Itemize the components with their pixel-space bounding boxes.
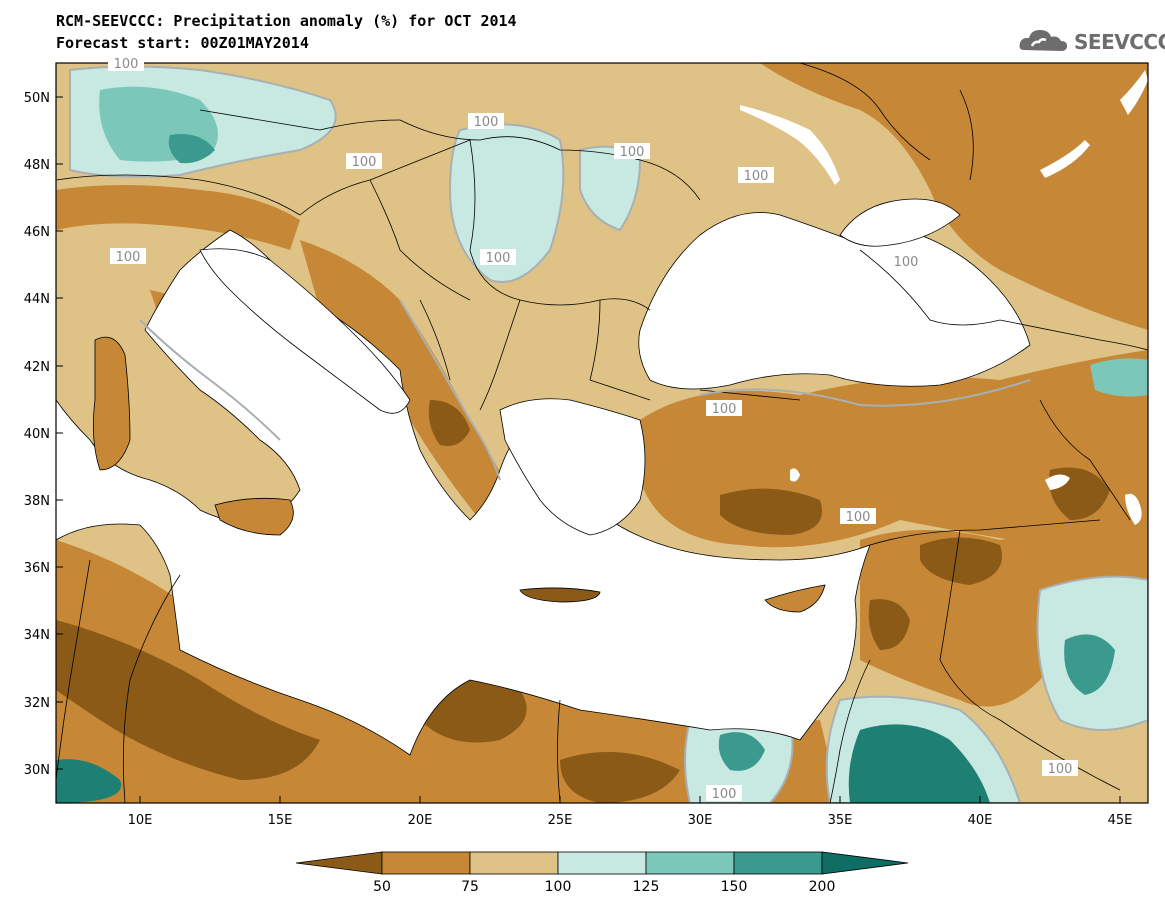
sicily: [214, 497, 294, 536]
lat-tick-label: 32N: [24, 696, 50, 711]
cloud-icon: [1019, 30, 1067, 51]
lat-tick-label: 44N: [24, 292, 50, 307]
contour-label: 100: [738, 167, 774, 184]
lat-tick-label: 42N: [24, 360, 50, 375]
adriatic-sea: [199, 248, 411, 414]
lat-tick-label: 48N: [24, 158, 50, 173]
svg-text:100: 100: [712, 787, 737, 802]
lat-tick-label: 50N: [24, 91, 50, 106]
contour-label: 100: [468, 113, 504, 130]
contour-label: 100: [706, 400, 742, 417]
wet-region-caucasus: [1090, 358, 1148, 397]
dry-region-east: [760, 63, 1148, 330]
colorbar-low-arrow: [295, 851, 383, 875]
very-wet-region-corner: [56, 759, 122, 803]
colorbar-segment: [381, 851, 471, 875]
very-wet-region-arabia: [848, 724, 990, 803]
lat-tick-label: 38N: [24, 494, 50, 509]
svg-text:100: 100: [744, 169, 769, 184]
colorbar-label: 100: [545, 879, 572, 895]
very-dry-syria-2: [868, 599, 910, 650]
contour-lines-100: [139, 299, 1031, 481]
lon-tick-label: 25E: [548, 813, 573, 828]
contour-label: 100: [840, 508, 876, 525]
lat-tick-label: 40N: [24, 427, 50, 442]
sea-of-azov: [839, 198, 961, 247]
contour-label: 100: [1042, 760, 1078, 777]
forecast-start: Forecast start: 00Z01MAY2014: [56, 34, 309, 52]
black-sea: [638, 212, 1031, 390]
lat-tick-label: 36N: [24, 561, 50, 576]
contour-label: 100: [706, 785, 742, 802]
svg-text:100: 100: [712, 402, 737, 417]
contour-label: 100: [614, 143, 650, 160]
svg-text:100: 100: [352, 155, 377, 170]
svg-text:100: 100: [114, 57, 139, 72]
very-wet-region-germany: [168, 134, 215, 164]
very-dry-greece: [428, 400, 470, 446]
colorbar-segment: [733, 851, 823, 875]
svg-text:100: 100: [474, 115, 499, 130]
very-dry-libya: [56, 620, 320, 780]
cyprus: [764, 584, 826, 613]
svg-text:100: 100: [620, 145, 645, 160]
colorbar-label: 75: [461, 879, 479, 895]
svg-text:100: 100: [846, 510, 871, 525]
very-dry-syria: [920, 537, 1002, 585]
contour-label: 100: [480, 249, 516, 266]
aegean-sea: [499, 398, 646, 536]
very-dry-anatolia: [720, 488, 822, 535]
map-title: RCM-SEEVCCC: Precipitation anomaly (%) f…: [56, 12, 517, 30]
svg-text:100: 100: [486, 251, 511, 266]
lon-tick-label: 15E: [268, 813, 293, 828]
dry-region-alps: [56, 185, 300, 250]
lon-tick-label: 35E: [828, 813, 853, 828]
axis-ticks: 10E 15E 20E 25E 30E 35E 40E 45E 50N 48N 46N 44N 42N 4…: [24, 91, 1133, 828]
lat-tick-label: 46N: [24, 225, 50, 240]
lon-tick-label: 20E: [408, 813, 433, 828]
colorbar-segment: [557, 851, 647, 875]
country-borders: [56, 63, 1148, 803]
lon-tick-label: 40E: [968, 813, 993, 828]
contour-label: 100: [108, 55, 144, 72]
colorbar-label: 125: [633, 879, 660, 895]
lat-tick-label: 34N: [24, 628, 50, 643]
svg-text:100: 100: [894, 255, 919, 270]
no-data-patches: [740, 70, 1148, 525]
crete: [519, 587, 601, 603]
svg-text:100: 100: [1048, 762, 1073, 777]
lon-tick-label: 10E: [128, 813, 153, 828]
colorbar-label: 150: [721, 879, 748, 895]
colorbar-high-arrow: [821, 851, 909, 875]
corsica-sardinia: [92, 336, 131, 471]
wet-region-carpathians: [448, 123, 565, 283]
contour-label: 100: [346, 153, 382, 170]
colorbar-segment: [645, 851, 735, 875]
very-dry-south: [560, 752, 680, 803]
wetter-region-sinai: [718, 732, 765, 771]
colorbar-label: 200: [809, 879, 836, 895]
colorbar-label: 50: [373, 879, 391, 895]
map-layer: [56, 63, 1148, 803]
colorbar: 50 75 100 125 150 200: [295, 851, 909, 895]
logo-text: SEEVCCC: [1074, 30, 1165, 54]
lat-tick-label: 30N: [24, 763, 50, 778]
wetter-region-iraq: [1064, 634, 1115, 695]
svg-text:100: 100: [116, 250, 141, 265]
contour-label: 100: [110, 248, 146, 265]
colorbar-segment: [469, 851, 559, 875]
contour-label: 100: [892, 253, 918, 270]
contour-labels: 100 100 100 100 100 100 100 100 100 100 …: [108, 55, 1078, 802]
dry-region-balkans: [300, 240, 520, 520]
seevccc-logo: SEEVCCC: [1018, 22, 1165, 58]
lon-tick-label: 45E: [1108, 813, 1133, 828]
lon-tick-label: 30E: [688, 813, 713, 828]
